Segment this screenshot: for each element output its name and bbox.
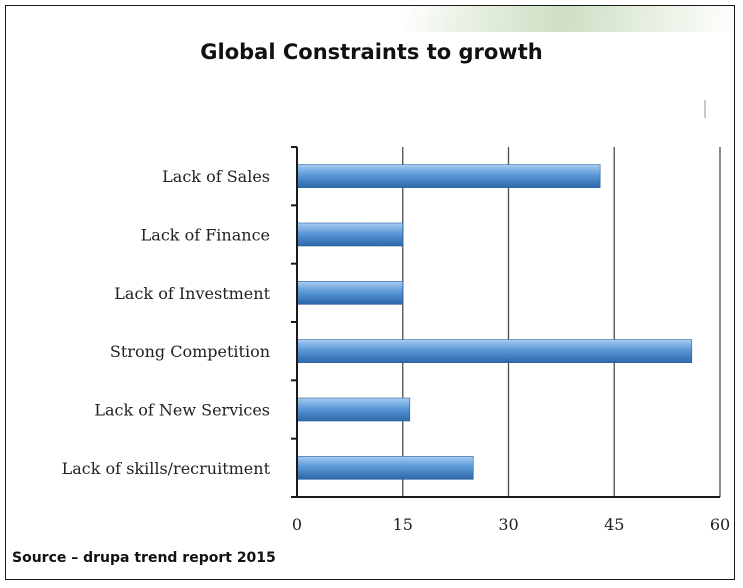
bars <box>296 164 693 480</box>
category-label: Lack of New Services <box>94 401 270 420</box>
x-tick-label: 30 <box>498 515 518 534</box>
category-label: Lack of Finance <box>141 226 270 245</box>
x-tick-label: 45 <box>604 515 624 534</box>
x-tick-labels: 0 15 30 45 60 <box>292 515 730 534</box>
bar <box>296 339 693 363</box>
stray-mark <box>704 100 706 118</box>
bar <box>296 456 474 480</box>
source-note: Source – drupa trend report 2015 <box>12 550 276 566</box>
bar <box>296 281 404 305</box>
category-label: Lack of Investment <box>114 284 270 303</box>
category-label: Lack of Sales <box>162 167 270 186</box>
axes <box>291 146 720 498</box>
chart-title: Global Constraints to growth <box>200 40 543 64</box>
corner-decoration <box>404 6 734 32</box>
gridlines <box>402 147 721 497</box>
bar <box>296 164 601 188</box>
category-label: Strong Competition <box>110 342 270 361</box>
bar <box>296 397 411 422</box>
category-label: Lack of skills/recruitment <box>62 459 271 478</box>
x-tick-label: 60 <box>710 515 730 534</box>
bar <box>296 222 404 247</box>
x-tick-label: 0 <box>292 515 302 534</box>
x-tick-label: 15 <box>393 515 413 534</box>
category-labels: Lack of Sales Lack of Finance Lack of Inve… <box>62 167 271 478</box>
